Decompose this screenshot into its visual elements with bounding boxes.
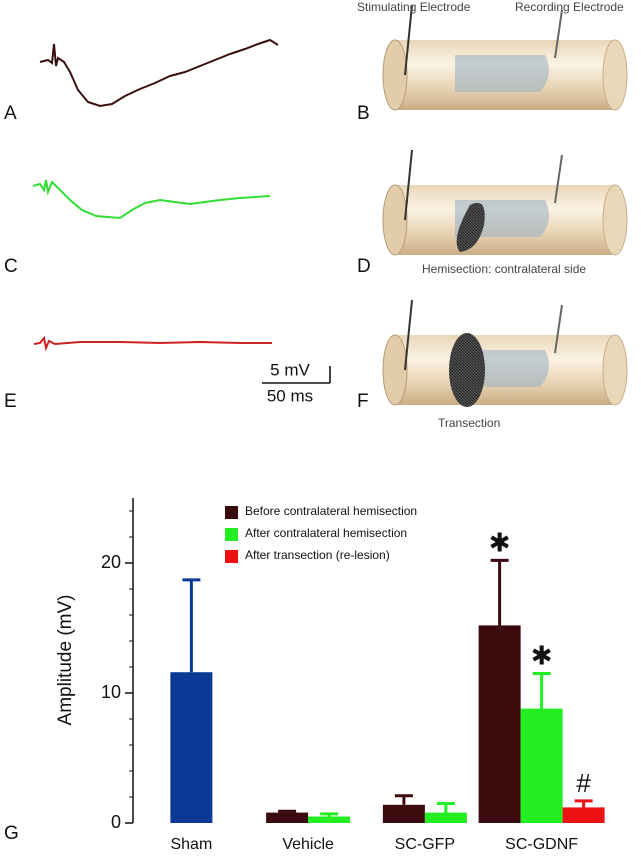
x-tick-label: Sham — [170, 836, 212, 853]
legend-swatch — [225, 550, 238, 563]
legend-label: Before contralateral hemisection — [245, 504, 417, 518]
significance-mark: # — [576, 768, 591, 798]
legend-label: After transection (re-lesion) — [245, 548, 390, 562]
electrode-label: Stimulating Electrode — [357, 0, 471, 14]
y-axis-label: Amplitude (mV) — [55, 595, 76, 726]
trace-e — [33, 335, 272, 352]
legend-label: After contralateral hemisection — [245, 526, 407, 540]
x-tick-label: SC-GFP — [395, 836, 455, 853]
significance-mark: ✱ — [531, 640, 553, 670]
scale-ms: 50 ms — [267, 386, 313, 405]
bar — [382, 804, 425, 823]
bar — [520, 708, 563, 823]
spinal-cord-illustration — [382, 4, 628, 111]
caption: Transection — [438, 416, 500, 430]
scale-bar — [262, 366, 331, 384]
panel-label: F — [357, 391, 369, 412]
bar — [424, 812, 467, 823]
panel-label: E — [4, 391, 17, 412]
bar — [266, 812, 309, 823]
bar — [478, 625, 521, 823]
y-tick-label: 0 — [111, 812, 121, 832]
y-tick-label: 20 — [101, 552, 121, 572]
bar — [308, 816, 351, 823]
significance-mark: ✱ — [489, 527, 511, 557]
y-tick-label: 10 — [101, 682, 121, 702]
bar — [170, 672, 213, 823]
panel-label: A — [4, 103, 17, 124]
panel-label: C — [4, 256, 18, 277]
caption: Hemisection: contralateral side — [422, 262, 586, 276]
electrode-label: Recording Electrode — [515, 0, 624, 14]
spinal-cord-illustration — [382, 149, 628, 256]
legend-swatch — [225, 506, 238, 519]
spinal-cord-illustration — [382, 299, 628, 407]
panel-label: D — [357, 256, 371, 277]
scale-mv: 5 mV — [270, 360, 310, 379]
panel-label: B — [357, 103, 370, 124]
trace-a — [39, 38, 279, 108]
x-tick-label: Vehicle — [282, 836, 334, 853]
trace-c — [32, 179, 271, 220]
x-tick-label: SC-GDNF — [505, 836, 578, 853]
bar — [562, 807, 605, 823]
legend-swatch — [225, 528, 238, 541]
panel-label: G — [4, 823, 19, 844]
